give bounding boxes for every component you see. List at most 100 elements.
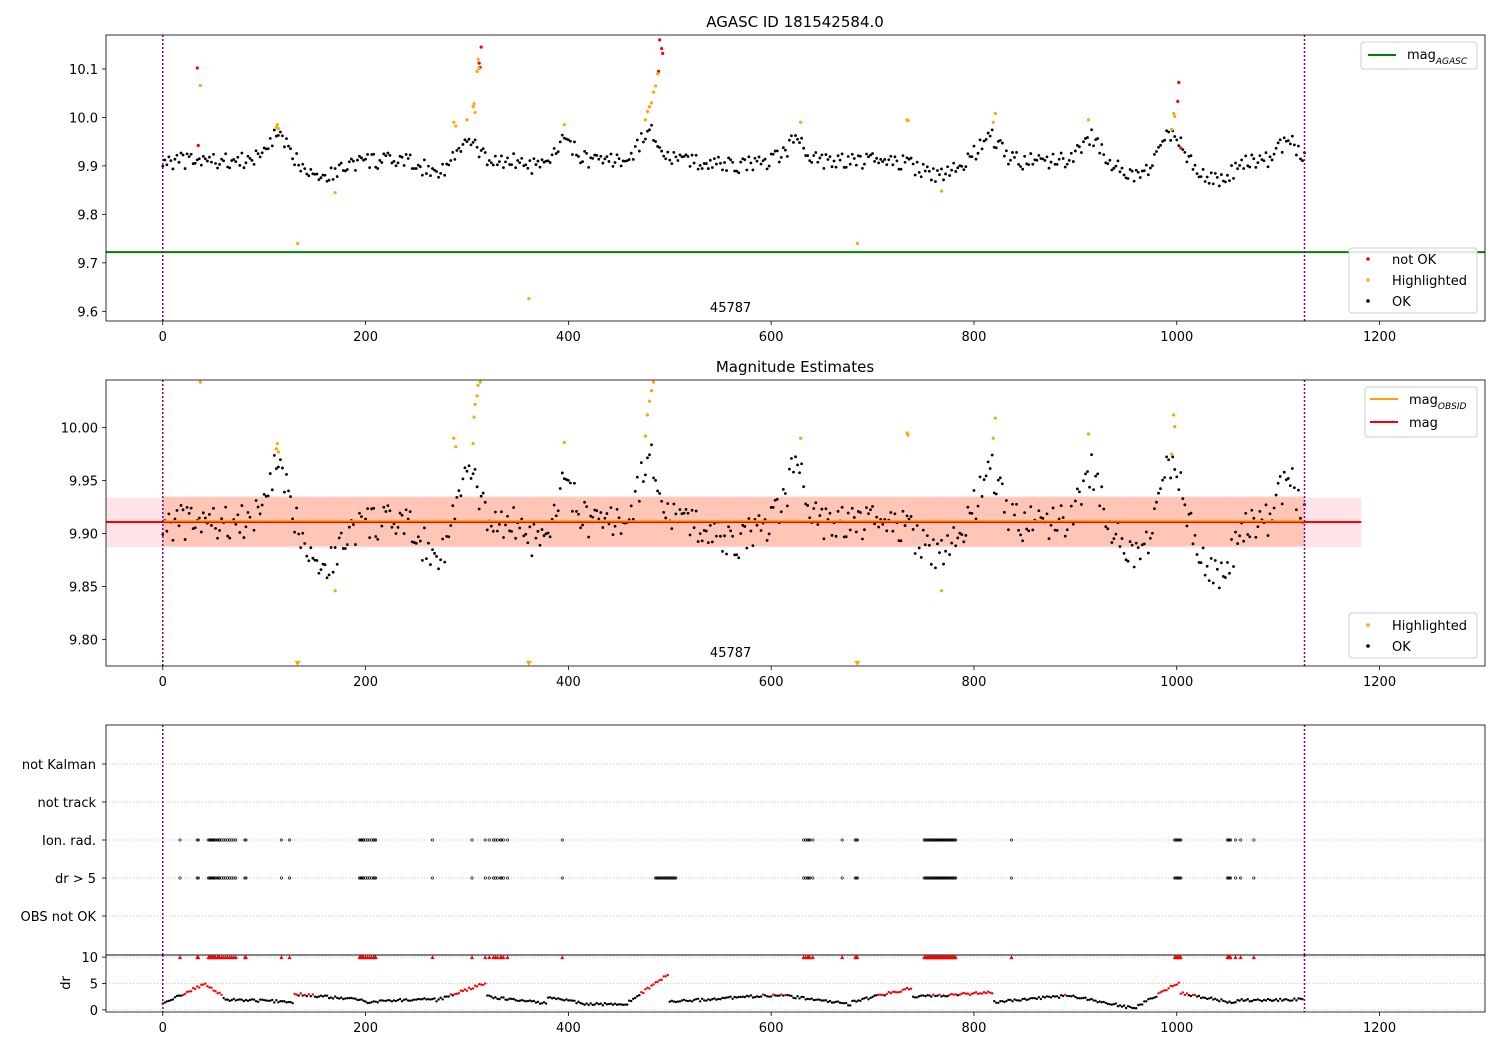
ion-rad-marker: [922, 838, 926, 842]
ion-rad-marker: [936, 838, 940, 842]
ok-point: [899, 539, 903, 543]
ok-point: [1092, 488, 1096, 492]
panel-estimates-xtick-label: 0: [159, 675, 167, 690]
dr-point: [885, 992, 888, 996]
dr-point: [765, 995, 769, 998]
ok-point: [1224, 576, 1227, 579]
dr-point: [1216, 998, 1219, 1002]
dr5-marker: [657, 876, 661, 880]
ok-point: [1037, 509, 1041, 513]
ok-point: [514, 166, 518, 170]
dr-point: [226, 998, 229, 1001]
ok-point: [1061, 157, 1065, 160]
dr-point: [323, 994, 327, 997]
panel-estimates-xtick-label: 400: [556, 675, 581, 690]
ok-point: [546, 531, 550, 535]
dr-point: [1015, 999, 1018, 1002]
ok-point: [881, 522, 885, 526]
panel-estimates-xtick-label: 600: [759, 675, 784, 690]
ok-point: [816, 523, 820, 526]
ok-point: [1215, 567, 1219, 571]
ok-point: [398, 511, 402, 515]
dr-point: [179, 994, 183, 997]
dr-point: [463, 988, 467, 991]
ok-point: [1067, 159, 1071, 162]
dr-point: [930, 995, 933, 998]
ok-point: [502, 536, 505, 539]
ok-point: [934, 180, 937, 183]
ok-point: [1043, 159, 1047, 162]
ok-point: [1071, 160, 1075, 163]
dr5-marker: [943, 876, 947, 880]
dr-flag-marker: [373, 955, 378, 960]
ok-point: [552, 503, 556, 507]
ok-point: [429, 563, 432, 566]
ok-point: [960, 164, 964, 168]
ok-point: [952, 526, 956, 529]
ok-point: [970, 155, 974, 159]
ok-point: [493, 510, 497, 514]
ok-point: [319, 176, 323, 180]
ok-point: [307, 559, 311, 563]
ok-point: [540, 158, 544, 162]
ok-point: [771, 506, 775, 509]
ok-point: [1090, 453, 1093, 457]
highlight-point: [276, 450, 280, 454]
dr-point: [1171, 985, 1174, 988]
dr5-marker: [658, 876, 662, 880]
ok-point: [1185, 524, 1189, 528]
ok-point: [1128, 540, 1132, 544]
ok-point: [952, 161, 956, 165]
ok-point: [291, 157, 294, 161]
ok-point: [607, 160, 611, 163]
highlight-point: [993, 111, 997, 116]
dr-point: [496, 997, 499, 1001]
dr-point: [1007, 998, 1010, 1002]
ok-point: [986, 460, 990, 464]
ok-point: [1205, 175, 1209, 179]
ok-point: [794, 134, 797, 137]
ok-point: [583, 149, 586, 153]
dr-point: [437, 998, 440, 1001]
dr-point: [1104, 1001, 1107, 1005]
ion-rad-marker: [923, 838, 927, 842]
ok-point: [1142, 169, 1146, 172]
ion-rad-marker: [927, 838, 931, 842]
ok-point: [246, 511, 250, 514]
ok-point: [1292, 143, 1296, 147]
ok-point: [169, 159, 173, 163]
ok-point: [976, 151, 980, 155]
ok-point: [1013, 155, 1016, 159]
panel-dr-ytick-label: 0: [90, 1004, 98, 1019]
dr-point: [350, 996, 353, 1000]
ok-point: [469, 143, 473, 147]
dr-point: [903, 988, 907, 991]
dr-point: [439, 996, 442, 999]
ok-point: [1021, 167, 1025, 171]
ok-point: [1295, 508, 1298, 512]
ok-point: [408, 153, 412, 157]
ok-point: [978, 475, 982, 479]
ok-point: [443, 173, 447, 177]
ok-point: [1175, 475, 1179, 479]
dr-point: [948, 993, 951, 997]
ok-point: [954, 170, 958, 173]
ok-point: [785, 154, 789, 158]
ok-point: [824, 507, 828, 511]
dr-point: [936, 994, 939, 997]
ok-point: [980, 147, 984, 151]
dr-point: [457, 992, 461, 995]
dr5-marker: [942, 876, 946, 880]
ion-rad-marker: [925, 838, 929, 842]
ok-point: [599, 154, 603, 158]
ok-point: [1112, 537, 1116, 541]
ok-point: [664, 516, 668, 520]
ok-point: [173, 517, 177, 521]
dr-point: [293, 992, 296, 996]
dr-point: [388, 999, 392, 1002]
ion-rad-marker: [937, 838, 941, 842]
dr-point: [1169, 984, 1172, 988]
dr5-marker: [1225, 876, 1229, 880]
ok-point: [441, 162, 445, 166]
